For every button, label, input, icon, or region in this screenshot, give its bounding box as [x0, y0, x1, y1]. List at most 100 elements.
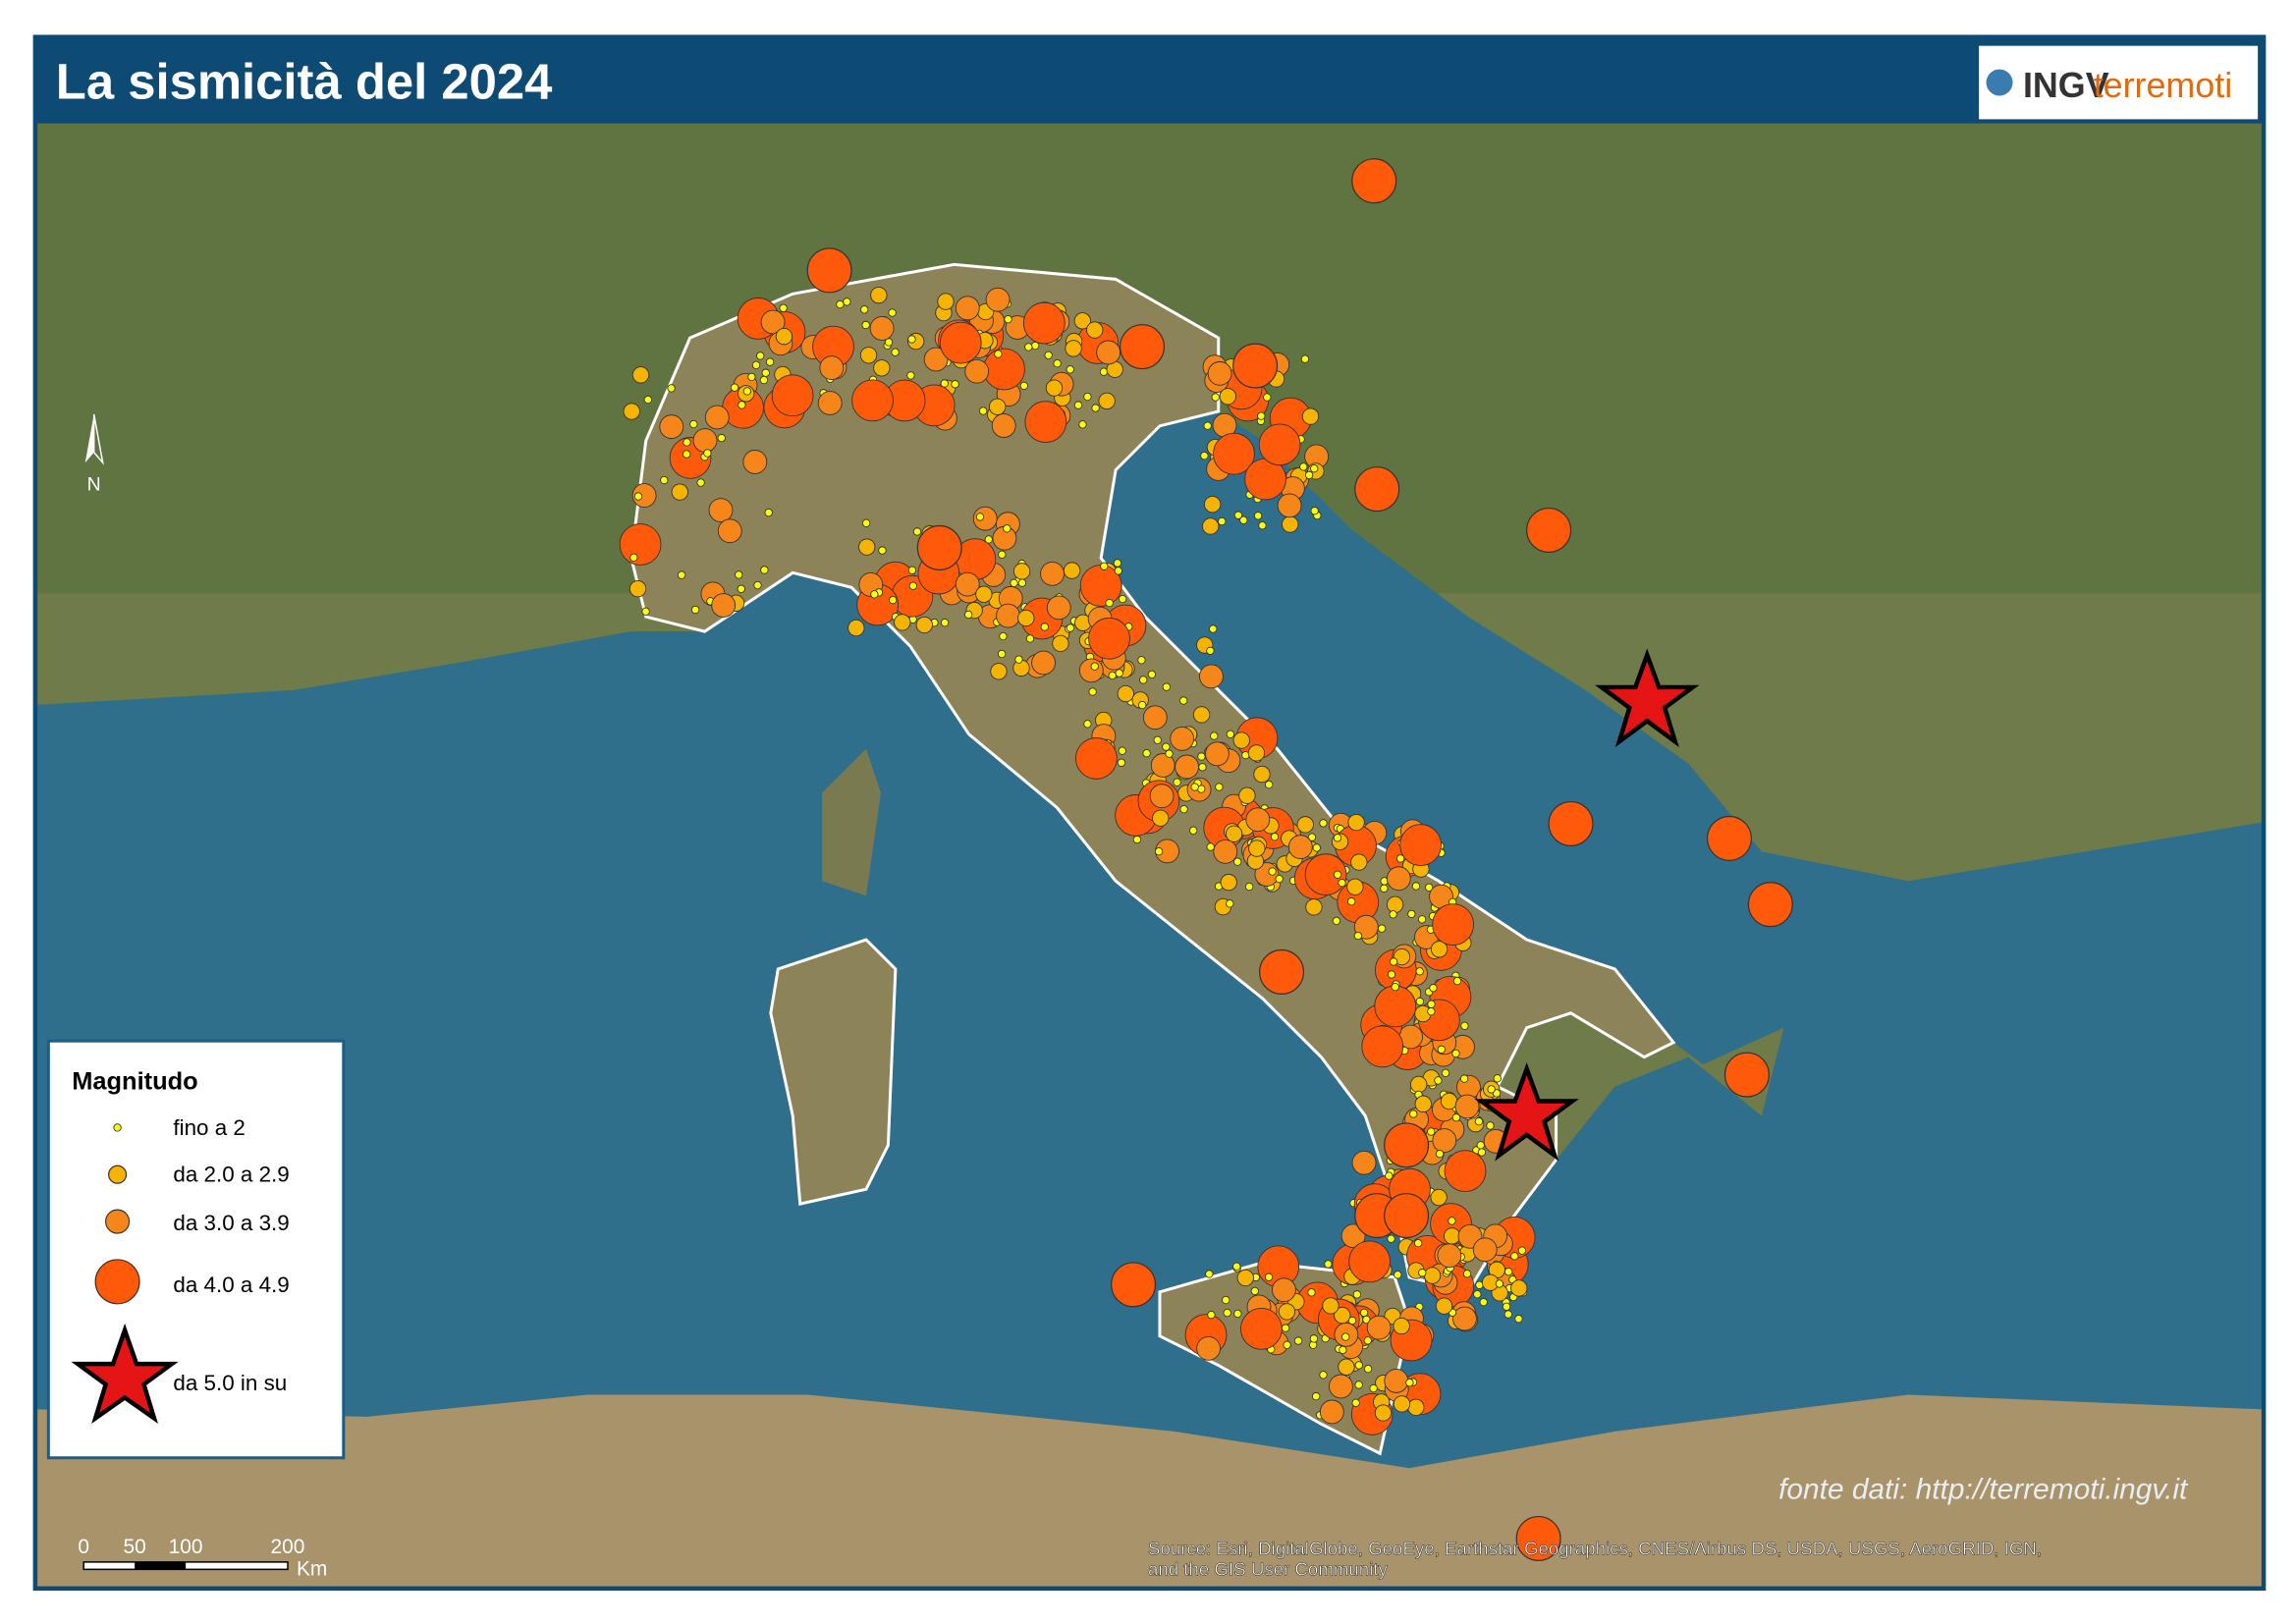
quake-dot — [1211, 393, 1220, 402]
quake-dot — [1393, 1317, 1410, 1335]
quake-dot — [847, 619, 865, 637]
quake-dot — [1272, 1277, 1296, 1303]
quake-dot — [659, 414, 684, 440]
quake-dot — [940, 379, 949, 388]
scale-bar-unit: Km — [297, 1557, 327, 1580]
quake-dot — [1451, 1113, 1461, 1122]
quake-dot — [1014, 655, 1023, 664]
north-arrow-shape — [92, 413, 104, 465]
quake-dot — [1150, 753, 1175, 778]
title: La sismicità del 2024 — [56, 53, 553, 109]
quake-dot — [1347, 1316, 1357, 1326]
quake-dot — [1200, 452, 1209, 460]
quake-dot — [1083, 720, 1092, 729]
quake-dot — [998, 550, 1007, 559]
quake-dot — [1066, 365, 1074, 374]
quake-dot — [742, 387, 752, 396]
quake-dot — [1411, 882, 1421, 891]
quake-dot — [1175, 754, 1200, 780]
quake-dot — [1046, 595, 1071, 621]
quake-dot — [1338, 879, 1346, 888]
big-events — [1474, 648, 1700, 1162]
quake-dot — [1437, 1045, 1447, 1055]
quake-dot — [1223, 1308, 1231, 1318]
quake-dot — [1017, 609, 1035, 627]
quake-dot — [1459, 1074, 1469, 1083]
quake-dot — [1226, 730, 1235, 738]
quake-dot — [1003, 524, 1011, 533]
quake-dot — [1348, 1240, 1391, 1283]
legend-label: da 4.0 a 4.9 — [173, 1272, 289, 1297]
quake-dot — [1351, 158, 1397, 204]
north-label: N — [87, 474, 101, 496]
legend-symbol — [113, 1123, 122, 1132]
quake-dot — [1374, 1404, 1393, 1422]
quake-dot — [692, 428, 718, 453]
quake-dot — [1332, 916, 1341, 926]
quake-dot — [1548, 800, 1594, 846]
quake-dot — [1196, 1335, 1221, 1361]
quake-dot — [689, 419, 698, 429]
legend-symbol — [94, 1259, 140, 1305]
quake-dot — [1389, 910, 1397, 919]
quake-dot — [730, 383, 739, 392]
quake-dot — [1198, 763, 1207, 772]
quake-dot — [990, 663, 1008, 680]
quake-dot — [1452, 977, 1462, 986]
quake-dot — [1283, 1340, 1291, 1349]
quake-dot — [1510, 1252, 1519, 1261]
quake-dot — [1347, 813, 1365, 832]
quake-dot — [991, 413, 1016, 438]
quake-dot — [1132, 835, 1142, 844]
quake-dot — [1430, 1188, 1448, 1207]
quake-dot — [696, 478, 705, 487]
quake-dot — [1486, 1121, 1495, 1130]
quake-dot — [1287, 835, 1313, 859]
quake-dot — [1310, 507, 1319, 515]
quake-dot — [819, 355, 845, 381]
quake-dot — [1380, 884, 1389, 893]
quake-dot — [1443, 1227, 1461, 1245]
quake-dot — [1117, 758, 1126, 767]
logo-globe — [1986, 69, 2013, 96]
quake-dot — [1206, 646, 1215, 656]
quake-dot — [1706, 815, 1752, 861]
quake-dot — [1091, 404, 1100, 412]
quake-dot — [1319, 1399, 1344, 1425]
quake-dot — [1312, 843, 1321, 852]
quake-dot — [1236, 1269, 1254, 1287]
quake-dot — [1115, 669, 1123, 677]
quake-dot — [940, 618, 950, 627]
quake-dot — [1012, 563, 1031, 580]
quake-dot — [671, 483, 688, 501]
quake-dot — [894, 614, 911, 631]
scale-bar-label: 0 — [78, 1536, 89, 1558]
source-line: Source: Esri, DigitalGlobe, GeoEye, Eart… — [1148, 1538, 2042, 1558]
quake-dot — [1173, 778, 1181, 786]
quake-dot — [1210, 731, 1219, 740]
quake-dot — [860, 305, 869, 314]
quake-dot — [717, 518, 742, 544]
quake-dot — [1361, 1025, 1404, 1068]
quake-dot — [1339, 1345, 1347, 1355]
quake-dot — [1031, 341, 1040, 351]
quake-dot — [759, 375, 769, 385]
quake-dot — [1386, 866, 1411, 892]
quake-dot — [1493, 1074, 1502, 1083]
quake-dot — [1304, 470, 1314, 480]
quake-dot — [1324, 1260, 1333, 1269]
quake-dot — [1526, 507, 1572, 554]
quake-dot — [1149, 784, 1175, 809]
quake-dot — [1209, 624, 1218, 633]
quake-dot — [771, 374, 814, 417]
quake-dot — [1213, 839, 1238, 864]
quake-dot — [633, 492, 643, 501]
quake-dot — [1264, 781, 1274, 789]
quake-dot — [1114, 567, 1122, 575]
quake-dot — [1281, 1324, 1290, 1332]
scale-bar-label: 200 — [271, 1536, 305, 1558]
quake-dot — [1440, 1092, 1458, 1110]
quake-dot — [1222, 1295, 1230, 1305]
